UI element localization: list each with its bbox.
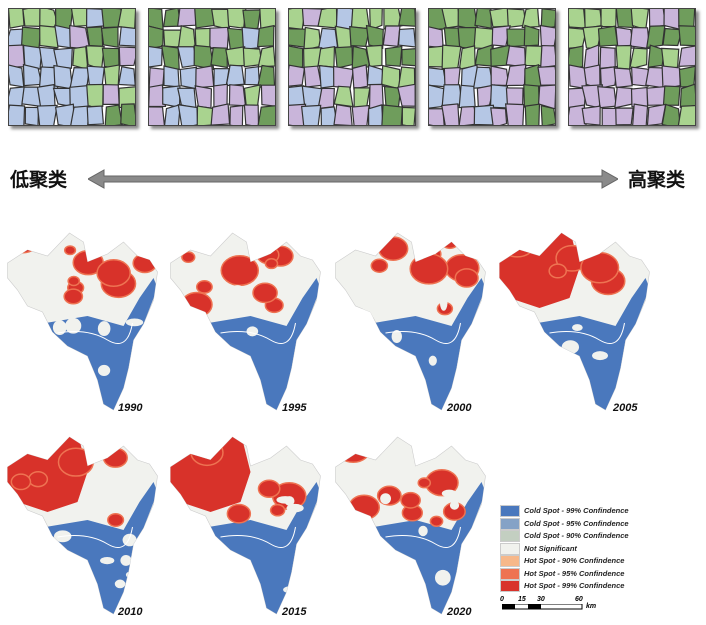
legend-swatch <box>500 567 520 580</box>
legend-swatch <box>500 517 520 530</box>
cluster-schematic-5 <box>568 8 696 126</box>
map-year-label: 2020 <box>447 606 472 618</box>
scale-tick: 15 <box>518 596 526 603</box>
cluster-schematic-2 <box>148 8 276 126</box>
cluster-schematic-3 <box>288 8 416 126</box>
cluster-schematic-4 <box>428 8 556 126</box>
legend-label: Cold Spot - 95% Confindence <box>524 518 629 528</box>
map-year-label: 1990 <box>118 402 143 414</box>
map-year-label: 2015 <box>282 606 307 618</box>
legend-label: Hot Spot - 99% Confindence <box>524 581 625 590</box>
cluster-schematic-1 <box>8 8 136 126</box>
legend-swatch <box>500 542 520 555</box>
legend-label: Hot Spot - 95% Confindence <box>524 568 625 578</box>
legend-swatch <box>500 555 520 567</box>
scale-tick: 60 <box>575 596 583 603</box>
scale-tick: 0 <box>500 596 504 603</box>
low-cluster-label: 低聚类 <box>10 169 68 191</box>
legend-swatch <box>500 505 520 517</box>
map-year-label: 1995 <box>282 402 307 414</box>
scale-unit: km <box>586 603 597 610</box>
scale-tick: 30 <box>537 596 545 603</box>
legend-swatch <box>500 530 520 542</box>
legend-label: Cold Spot - 90% Confindence <box>524 531 629 540</box>
legend-label: Hot Spot - 90% Confindence <box>524 556 625 565</box>
high-cluster-label: 高聚类 <box>628 169 686 191</box>
map-year-label: 2000 <box>447 402 472 414</box>
map-year-label: 2005 <box>613 402 638 414</box>
legend-label: Cold Spot - 99% Confindence <box>524 506 629 515</box>
map-year-label: 2010 <box>118 606 143 618</box>
double-arrow <box>88 169 618 189</box>
legend-label: Not Significant <box>524 543 577 553</box>
legend-swatch <box>500 580 520 592</box>
